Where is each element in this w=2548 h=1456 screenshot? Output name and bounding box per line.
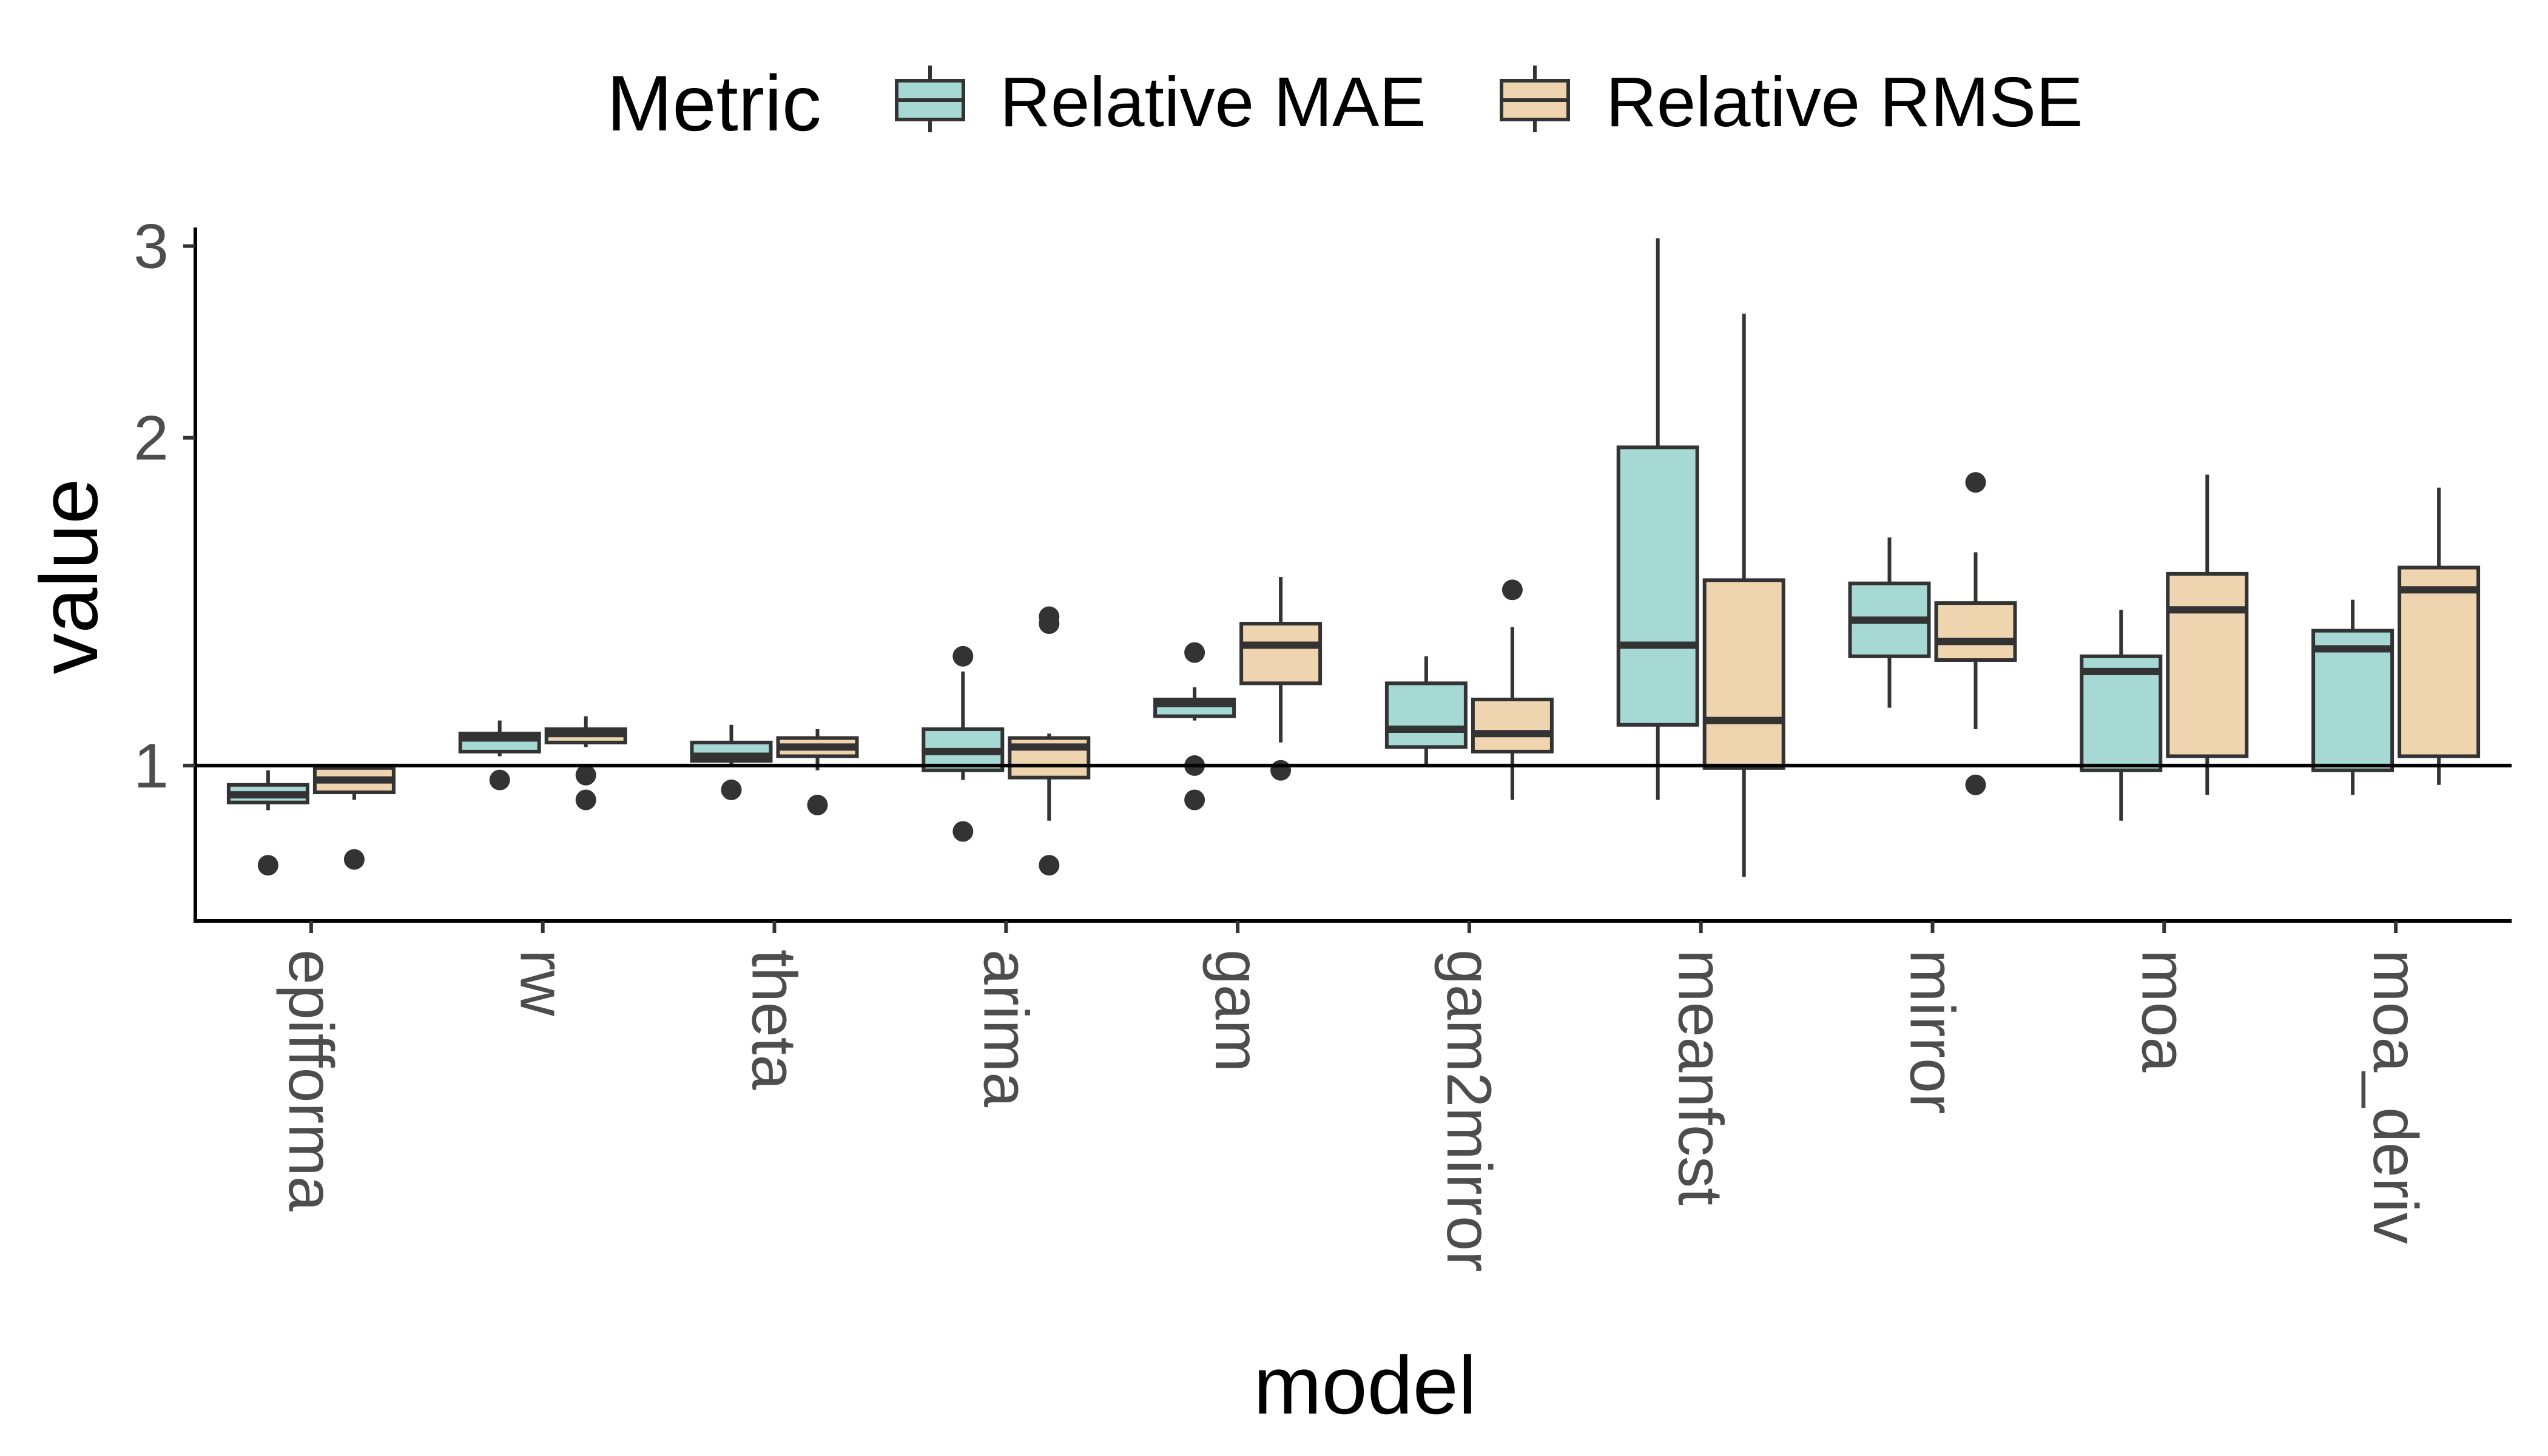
box-mae: [226, 770, 309, 876]
y-tick-label: 3: [133, 212, 169, 282]
outlier-point: [1184, 642, 1205, 663]
outlier-point: [721, 779, 742, 800]
legend-label-rmse: Relative RMSE: [1606, 62, 2083, 141]
outlier-point: [257, 855, 278, 876]
x-ticks: epifforma rw theta arima gam gam2mirror meanfc…: [275, 921, 2430, 1272]
outlier-point: [952, 645, 974, 667]
legend: Metric Relative MAE Relative RMSE: [607, 59, 2083, 147]
box-rmse: [776, 729, 859, 815]
box-rmse: [1471, 579, 1554, 800]
box-iqr: [1384, 681, 1468, 749]
x-tick-label: epifforma: [275, 949, 346, 1212]
outlier-point: [575, 764, 596, 786]
x-tick-label: gam: [1202, 949, 1272, 1072]
legend-key-mae: [895, 66, 965, 132]
x-tick-label: rw: [507, 949, 578, 1017]
x-tick-label: moa: [2128, 949, 2199, 1072]
box-iqr: [1239, 622, 1323, 686]
x-tick-label: arima: [970, 949, 1040, 1107]
box-rmse: [2398, 487, 2481, 785]
box-iqr: [2166, 571, 2249, 758]
outlier-point: [1270, 760, 1292, 781]
outlier-point: [952, 821, 974, 842]
box-mae: [1848, 537, 1931, 708]
box-mae: [690, 724, 773, 800]
x-tick-label: meanfcst: [1665, 949, 1736, 1205]
y-tick-label: 1: [133, 731, 169, 801]
box-mae: [922, 645, 1005, 842]
x-tick-label: moa_deriv: [2360, 949, 2430, 1244]
box-rmse: [544, 716, 627, 811]
outlier-point: [1965, 472, 1986, 493]
box-rmse: [2166, 474, 2249, 795]
y-axis-title: value: [23, 479, 115, 675]
legend-title: Metric: [607, 59, 821, 147]
box-iqr: [1934, 601, 2017, 662]
box-iqr: [1471, 697, 1554, 753]
box-mae: [458, 720, 541, 790]
outlier-point: [1502, 579, 1523, 601]
legend-key-rmse: [1500, 66, 1570, 132]
legend-label-mae: Relative MAE: [1000, 62, 1426, 141]
outlier-point: [1965, 774, 1986, 795]
box-rmse: [1239, 577, 1323, 781]
box-mae: [2080, 610, 2163, 821]
y-ticks: 1 2 3: [133, 212, 195, 801]
box-mae: [2311, 599, 2395, 795]
outlier-point: [489, 769, 510, 790]
box-rmse: [1702, 314, 1785, 877]
x-tick-label: gam2mirror: [1434, 949, 1504, 1272]
box-iqr: [2398, 565, 2481, 758]
x-tick-label: theta: [739, 949, 809, 1090]
y-tick-label: 2: [133, 403, 169, 474]
box-mae: [1384, 656, 1468, 766]
box-iqr: [2311, 629, 2395, 772]
box-iqr: [1616, 445, 1699, 727]
x-tick-label: mirror: [1897, 949, 1967, 1114]
x-axis-title: model: [1253, 1340, 1477, 1431]
outlier-point: [807, 794, 828, 815]
outlier-point: [1184, 789, 1205, 811]
boxes: [226, 238, 2481, 877]
outlier-point: [1039, 855, 1060, 876]
outlier-point: [343, 849, 365, 870]
box-mae: [1153, 642, 1236, 811]
outlier-point: [1039, 613, 1060, 635]
box-iqr: [1702, 578, 1785, 770]
box-iqr: [2080, 654, 2163, 772]
box-rmse: [312, 765, 396, 870]
box-mae: [1616, 238, 1699, 800]
box-rmse: [1934, 472, 2017, 795]
box-rmse: [1008, 606, 1091, 876]
outlier-point: [575, 789, 596, 811]
